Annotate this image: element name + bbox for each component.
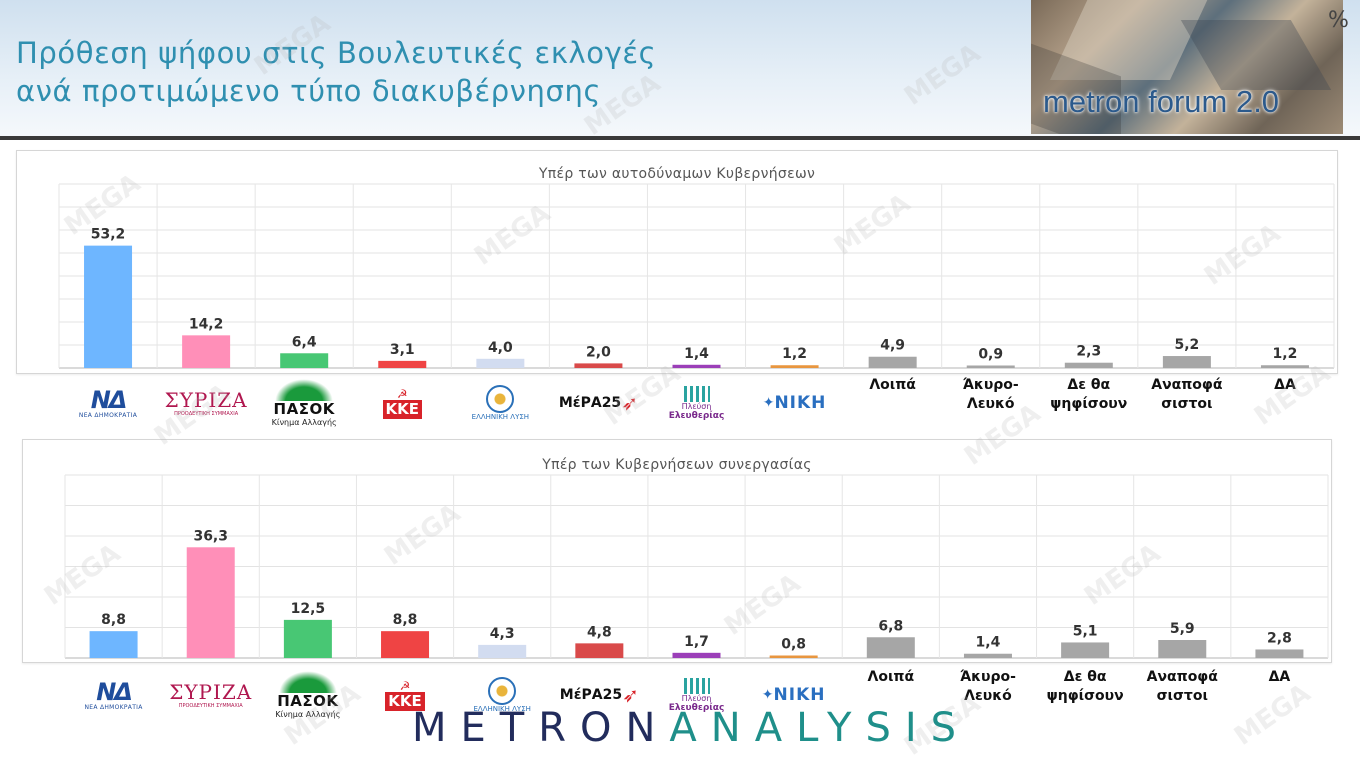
plefsi-logo-text2: Ελευθερίας — [668, 702, 725, 713]
pasok-logo-mark: ΠΑΣΟΚ — [277, 692, 339, 710]
party-logo-kke: ☭ ΚΚΕ — [354, 374, 450, 432]
party-logo-plefsi: Πλεύση Ελευθερίας — [649, 374, 745, 432]
category-label-de-tha-psifisoun: Δε θα ψηφίσουν — [1050, 377, 1128, 412]
hammer-sickle-icon: ☭ — [396, 386, 408, 401]
nd-logo-sub: ΝΕΑ ΔΗΜΟΚΡΑΤΙΑ — [78, 411, 138, 419]
party-logo-syriza: ΣΥΡΙΖΑ ΠΡΟΟΔΕΥΤΙΚΗ ΣΥΜΜΑΧΙΑ — [163, 666, 259, 724]
elliniki-logo-text: ΕΛΛΗΝΙΚΗ ΛΥΣΗ — [473, 704, 531, 713]
nd-logo-sub: ΝΕΑ ΔΗΜΟΚΡΑΤΙΑ — [84, 703, 143, 711]
category-label-loipa: Λοιπά — [867, 669, 915, 685]
bird-icon: ➶ — [621, 391, 638, 415]
footer-logo-part1: METRON — [412, 705, 670, 751]
party-logo-syriza: ΣΥΡΙΖΑ ΠΡΟΟΔΕΥΤΙΚΗ ΣΥΜΜΑΧΙΑ — [158, 374, 254, 432]
pasok-logo-sub: Κίνημα Αλλαγής — [271, 418, 337, 427]
party-logo-pasok: ΠΑΣΟΚ Κίνημα Αλλαγής — [260, 666, 356, 724]
niki-logo-mark: ΝΙΚΗ — [773, 685, 826, 705]
party-logo-elliniki-lysi: ΕΛΛΗΝΙΚΗ ΛΥΣΗ — [454, 666, 550, 724]
kke-logo-mark: ΚΚΕ — [382, 399, 423, 419]
unit-label: % — [1328, 8, 1349, 33]
category-label-da: ΔΑ — [1268, 669, 1291, 685]
header-rule — [0, 136, 1360, 140]
plefsi-logo-text1: Πλεύση — [681, 693, 712, 703]
category-label-anapofasistoi: Αναποφά σιστοι — [1146, 669, 1218, 704]
ship-icon — [683, 677, 710, 694]
category-row-single-party: ΝΔ ΝΕΑ ΔΗΜΟΚΡΑΤΙΑ ΣΥΡΙΖΑ ΠΡΟΟΔΕΥΤΙΚΗ ΣΥΜΜΑΧ… — [0, 372, 1360, 442]
logo-text: metron forum 2.0 — [1043, 84, 1280, 119]
party-logo-niki: ✦ ΝΙΚΗ — [746, 666, 842, 724]
ship-icon — [683, 385, 710, 402]
chart-title-single-party: Υπέρ των αυτοδύναμων Κυβερνήσεων — [538, 166, 816, 182]
niki-logo-row: ✦ ΝΙΚΗ — [763, 393, 827, 413]
mera-logo-row: ΜέΡΑ25 ➶ — [558, 391, 638, 415]
compass-icon — [488, 676, 517, 705]
niki-logo-mark: ΝΙΚΗ — [774, 393, 827, 413]
kke-logo-mark: ΚΚΕ — [385, 691, 425, 711]
plefsi-logo-text2: Ελευθερίας — [668, 410, 725, 421]
party-logo-mera25: ΜέΡΑ25 ➶ — [550, 374, 646, 432]
plefsi-logo-text1: Πλεύση — [681, 401, 712, 411]
category-label-akyro-lefko: Άκυρο-Λευκό — [959, 669, 1016, 704]
category-row-coalition: ΝΔ ΝΕΑ ΔΗΜΟΚΡΑΤΙΑ ΣΥΡΙΖΑ ΠΡΟΟΔΕΥΤΙΚΗ ΣΥΜΜΑΧ… — [0, 664, 1360, 734]
category-label-da: ΔΑ — [1274, 377, 1296, 393]
metron-analysis-logo: METRONANALYSIS — [412, 706, 970, 750]
pasok-logo-sub: Κίνημα Αλλαγής — [275, 710, 341, 719]
mera-logo-mark: ΜέΡΑ25 — [559, 687, 623, 703]
wings-icon: ✦ — [761, 687, 774, 703]
party-logo-nd: ΝΔ ΝΕΑ ΔΗΜΟΚΡΑΤΙΑ — [60, 374, 156, 432]
nd-logo-mark: ΝΔ — [96, 677, 133, 706]
party-logo-mera25: ΜέΡΑ25 ➶ — [551, 666, 647, 724]
party-logo-pasok: ΠΑΣΟΚ Κίνημα Αλλαγής — [256, 374, 352, 432]
party-logo-niki: ✦ ΝΙΚΗ — [747, 374, 843, 432]
chart-panel-coalition: Υπέρ των Κυβερνήσεων συνεργασίας — [22, 439, 1332, 663]
category-label-de-tha-psifisoun: Δε θα ψηφίσουν — [1046, 669, 1124, 704]
mera-logo-row: ΜέΡΑ25 ➶ — [559, 683, 639, 707]
chart-title-coalition: Υπέρ των Κυβερνήσεων συνεργασίας — [542, 457, 812, 473]
nd-logo-mark: ΝΔ — [90, 385, 128, 414]
footer-logo-part2: ANALYSIS — [669, 705, 971, 751]
bird-icon: ➶ — [622, 683, 639, 707]
syriza-logo-mark: ΣΥΡΙΖΑ — [164, 388, 248, 412]
party-logo-nd: ΝΔ ΝΕΑ ΔΗΜΟΚΡΑΤΙΑ — [66, 666, 162, 724]
elliniki-logo-text: ΕΛΛΗΝΙΚΗ ΛΥΣΗ — [471, 412, 530, 421]
title-line-2: ανά προτιμώμενο τύπο διακυβέρνησης — [16, 74, 602, 108]
metron-forum-logo: metron forum 2.0 — [1031, 0, 1343, 134]
category-label-anapofasistoi: Αναποφά σιστοι — [1151, 377, 1223, 412]
title-line-1: Πρόθεση ψήφου στις Βουλευτικές εκλογές — [16, 36, 657, 70]
category-label-akyro-lefko: Άκυρο-Λευκό — [962, 377, 1019, 412]
syriza-logo-sub: ΠΡΟΟΔΕΥΤΙΚΗ ΣΥΜΜΑΧΙΑ — [174, 411, 239, 417]
category-label-loipa: Λοιπά — [869, 377, 916, 393]
syriza-logo-sub: ΠΡΟΟΔΕΥΤΙΚΗ ΣΥΜΜΑΧΙΑ — [178, 703, 243, 709]
pasok-logo-mark: ΠΑΣΟΚ — [273, 400, 335, 418]
page-title: Πρόθεση ψήφου στις Βουλευτικές εκλογές α… — [16, 34, 796, 110]
pasok-sun-icon — [275, 379, 334, 401]
party-logo-plefsi: Πλεύση Ελευθερίας — [649, 666, 745, 724]
syriza-logo-mark: ΣΥΡΙΖΑ — [169, 680, 253, 704]
niki-logo-row: ✦ ΝΙΚΗ — [762, 685, 826, 705]
compass-icon — [486, 384, 515, 413]
hammer-sickle-icon: ☭ — [399, 678, 411, 693]
party-logo-kke: ☭ ΚΚΕ — [357, 666, 453, 724]
chart-panel-single-party: Υπέρ των αυτοδύναμων Κυβερνήσεων — [16, 150, 1338, 374]
wings-icon: ✦ — [762, 395, 775, 411]
mera-logo-mark: ΜέΡΑ25 — [558, 395, 622, 411]
pasok-sun-icon — [278, 671, 337, 693]
party-logo-elliniki-lysi: ΕΛΛΗΝΙΚΗ ΛΥΣΗ — [452, 374, 548, 432]
